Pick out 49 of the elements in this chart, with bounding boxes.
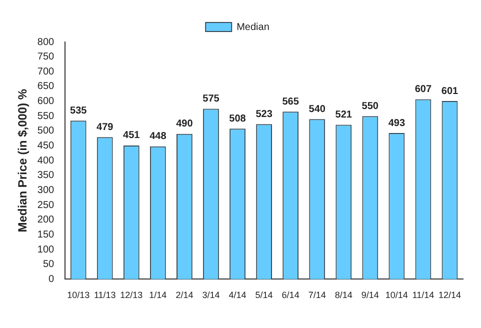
data-label: 490: [176, 118, 194, 130]
x-tick-label: 10/14: [385, 290, 408, 300]
data-label: 607: [414, 84, 432, 95]
y-tick-label: 250: [37, 200, 55, 211]
x-tick-label: 3/14: [202, 290, 220, 300]
y-tick-label: 0: [48, 274, 55, 285]
data-label: 601: [441, 86, 459, 97]
data-label: 540: [308, 104, 326, 115]
y-tick-label: 550: [37, 110, 55, 122]
x-tick-label: 12/13: [120, 290, 143, 300]
data-label: 451: [123, 130, 140, 142]
data-label: 523: [256, 108, 273, 120]
data-label: 479: [96, 122, 114, 133]
y-tick-label: 500: [37, 126, 55, 137]
x-tick-label: 11/14: [412, 290, 434, 300]
x-tick-label: 8/14: [334, 290, 352, 300]
y-tick-label: 700: [37, 66, 55, 78]
y-tick-label: 350: [37, 170, 55, 182]
data-label: 448: [150, 131, 167, 142]
data-label: 565: [282, 96, 300, 108]
y-tick-label: 50: [42, 259, 55, 270]
y-tick-label: 750: [37, 52, 55, 63]
data-label: 493: [388, 118, 406, 129]
data-label: 508: [229, 113, 246, 124]
y-tick-label: 800: [37, 36, 55, 48]
y-tick-label: 600: [37, 96, 55, 108]
x-tick-label: 10/13: [67, 290, 90, 300]
y-tick-label: 300: [37, 185, 55, 196]
x-tick-label: 2/14: [176, 290, 194, 300]
x-tick-label: 6/14: [282, 290, 300, 300]
x-tick-label: 1/14: [149, 290, 167, 300]
x-tick-label: 9/14: [361, 290, 379, 300]
x-tick-label: 7/14: [308, 290, 326, 300]
x-tick-label: 12/14: [438, 290, 461, 300]
y-axis-title: Median Price (in $,000) %: [16, 88, 30, 232]
data-label: 550: [362, 100, 379, 112]
x-tick-label: 11/13: [94, 290, 116, 300]
data-label: 575: [202, 93, 220, 104]
y-tick-label: 150: [37, 229, 55, 240]
y-tick-label: 100: [37, 244, 55, 256]
data-label: 521: [335, 109, 352, 120]
x-tick-label: 4/14: [228, 290, 246, 300]
data-label: 535: [70, 105, 88, 116]
y-tick-label: 200: [37, 214, 55, 226]
y-tick-label: 400: [37, 155, 55, 166]
y-tick-label: 650: [37, 81, 55, 92]
legend-label: Median: [236, 22, 270, 33]
y-tick-label: 450: [37, 140, 55, 152]
x-tick-label: 5/14: [255, 290, 273, 300]
